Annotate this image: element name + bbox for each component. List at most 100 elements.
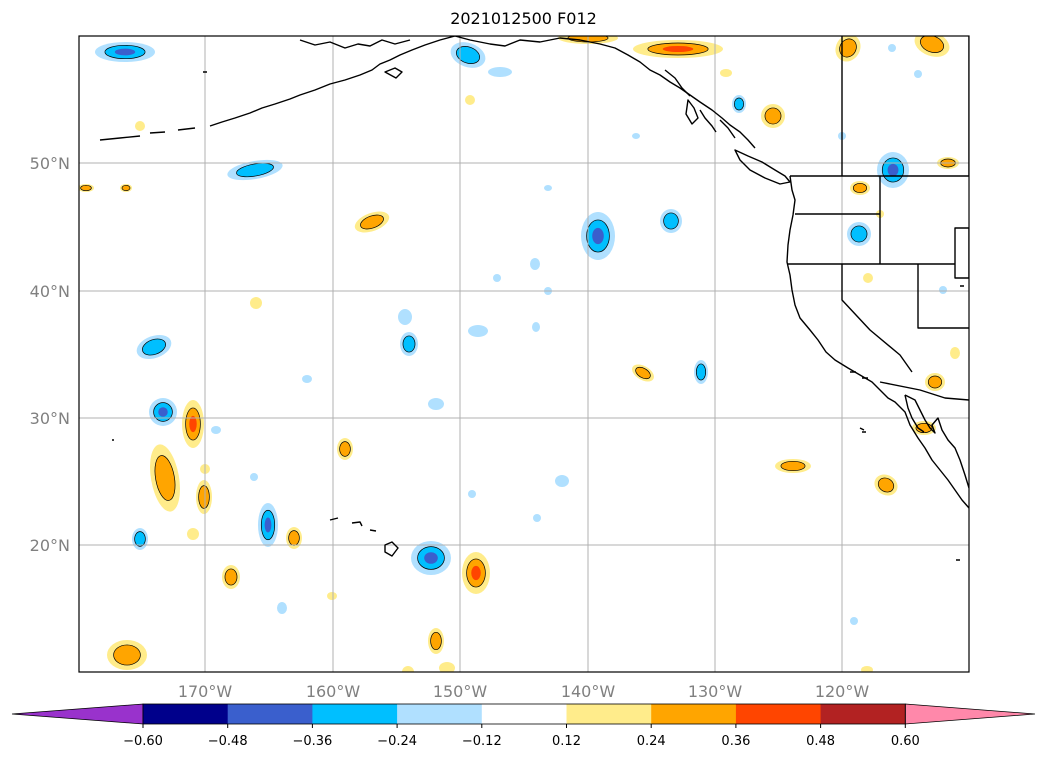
positive-anomaly-blob	[135, 121, 145, 131]
negative-anomaly-blob	[158, 407, 168, 417]
colorbar-segment	[143, 704, 229, 724]
negative-anomaly-blob	[398, 309, 412, 325]
negative-anomaly-blob	[277, 602, 287, 614]
positive-anomaly-blob	[780, 460, 806, 472]
colorbar-outline	[142, 703, 906, 725]
positive-anomaly-blob	[154, 455, 176, 501]
alaska-coast-north	[299, 39, 411, 49]
nv-az-border	[917, 264, 969, 329]
negative-anomaly-blob	[468, 490, 476, 498]
colorbar-tick-label: 0.60	[891, 734, 920, 749]
negative-anomaly-blob	[142, 338, 166, 356]
negative-anomaly-blob	[850, 617, 858, 625]
lat-label-40n: 40°N	[30, 282, 70, 301]
aleutian-chain	[99, 36, 456, 141]
colorbar-tick-label: 0.48	[806, 734, 835, 749]
positive-anomaly-blob	[327, 592, 337, 600]
kodiak	[384, 67, 403, 79]
negative-anomaly-blob	[488, 67, 512, 77]
lon-label-120w: 120°W	[815, 682, 870, 701]
negative-anomaly-blob	[236, 162, 274, 178]
colorbar-segment	[227, 704, 313, 724]
misc-islets	[112, 71, 964, 561]
negative-anomaly-blob	[264, 517, 272, 533]
positive-anomaly-blob	[877, 477, 895, 493]
negative-anomaly-blob	[695, 363, 707, 381]
lat-label-20n: 20°N	[30, 536, 70, 555]
negative-anomaly-blob	[555, 475, 569, 487]
negative-anomaly-blob	[530, 258, 540, 270]
negative-anomaly-blob	[544, 185, 552, 191]
hawaii-islands	[329, 517, 399, 557]
lon-label-160w: 160°W	[306, 682, 361, 701]
lon-label-140w: 140°W	[561, 682, 616, 701]
positive-anomaly-blob	[121, 184, 131, 192]
positive-anomaly-blob	[430, 631, 442, 651]
positive-anomaly-blob	[861, 666, 873, 672]
map-frame	[78, 35, 970, 673]
colorbar-segment	[820, 704, 906, 724]
colorbar-tick-label: 0.12	[552, 734, 581, 749]
canada-inland-border	[841, 36, 969, 176]
negative-anomaly-blob	[733, 97, 745, 111]
positive-anomaly-blob	[187, 528, 199, 540]
positive-anomaly-blob	[360, 214, 384, 230]
baja-peninsula	[904, 394, 969, 489]
positive-anomaly-blob	[288, 530, 300, 546]
negative-anomaly-blob	[424, 552, 438, 564]
gulf-california-east	[904, 394, 925, 433]
negative-anomaly-blob	[114, 48, 136, 56]
colorbar-segment	[312, 704, 398, 724]
lon-label-170w: 170°W	[178, 682, 233, 701]
haida-gwaii	[685, 99, 699, 125]
positive-anomaly-blob	[927, 375, 943, 389]
lat-label-50n: 50°N	[30, 154, 70, 173]
map-title: 2021012500 F012	[450, 9, 597, 28]
colorbar-segment	[481, 704, 567, 724]
colorbar-segment	[566, 704, 652, 724]
map-background	[79, 36, 969, 672]
us-west-coast	[786, 175, 969, 509]
vancouver-island	[734, 149, 791, 185]
lon-label-130w: 130°W	[688, 682, 743, 701]
positive-anomaly-blob	[113, 644, 141, 666]
negative-anomaly-blob	[533, 514, 541, 522]
positive-anomaly-blob	[852, 182, 868, 194]
us-mexico-border	[879, 381, 969, 401]
positive-anomaly-blob	[720, 69, 732, 77]
positive-anomaly-blob	[439, 662, 455, 672]
negative-anomaly-blob	[302, 375, 312, 383]
negative-anomaly-blob	[211, 426, 221, 434]
negative-anomaly-blob	[250, 473, 258, 481]
positive-anomaly-blob	[863, 273, 873, 283]
colorbar-tick-label: 0.36	[721, 734, 750, 749]
negative-anomaly-blob	[532, 322, 540, 332]
positive-anomaly-blob	[189, 415, 197, 433]
negative-anomaly-blob	[939, 286, 947, 294]
positive-anomaly-blob	[80, 184, 92, 192]
colorbar-extend-max	[904, 703, 1036, 725]
colorbar-segment	[397, 704, 483, 724]
channel-islands	[850, 371, 868, 433]
ca-nv-border	[841, 264, 913, 373]
positive-anomaly-blob	[198, 485, 210, 509]
positive-anomaly-blob	[250, 297, 262, 309]
negative-anomaly-blob	[887, 163, 899, 177]
negative-anomaly-blob	[632, 133, 640, 139]
idaho-notch	[954, 227, 969, 279]
colorbar-tick-label: −0.24	[377, 734, 417, 749]
negative-anomaly-blob	[134, 531, 146, 547]
precip-field	[79, 36, 960, 672]
lon-label-150w: 150°W	[433, 682, 488, 701]
positive-anomaly-blob	[224, 568, 238, 586]
colorbar-tick-label: −0.36	[292, 734, 332, 749]
positive-anomaly-blob	[950, 347, 960, 359]
colorbar-extend-min	[11, 703, 144, 725]
lat-label-30n: 30°N	[30, 409, 70, 428]
colorbar: −0.60 −0.48 −0.36 −0.24 −0.12 0.12 0.24 0.36 0.4…	[11, 703, 1036, 749]
positive-anomaly-blob	[635, 366, 651, 380]
positive-anomaly-blob	[471, 565, 481, 581]
colorbar-tick-label: 0.24	[637, 734, 666, 749]
negative-anomaly-blob	[888, 44, 896, 52]
